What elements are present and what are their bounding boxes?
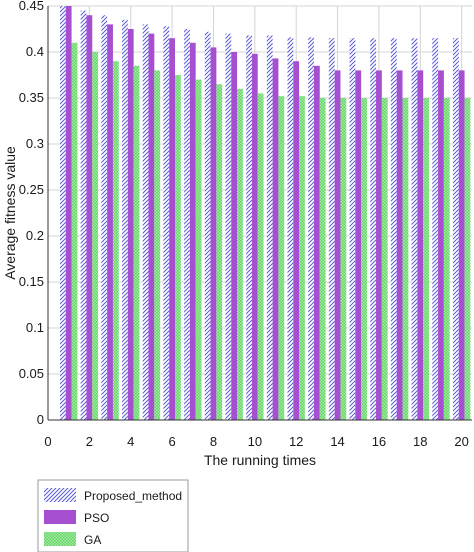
legend: Proposed_method PSO GA	[37, 479, 189, 552]
bar-pso	[313, 65, 320, 421]
bar-pso	[251, 53, 258, 421]
legend-swatch-proposed	[44, 488, 76, 502]
bar-ga	[216, 84, 223, 420]
x-tick-label: 6	[168, 434, 175, 449]
legend-swatch-ga	[44, 532, 76, 546]
bar-pso	[376, 70, 382, 421]
y-tick-label: 0.25	[19, 182, 44, 197]
y-tick-label: 0.4	[26, 44, 44, 59]
bar-pso	[127, 29, 134, 420]
bar-ga	[423, 98, 429, 420]
bar-ga	[154, 70, 161, 421]
bar-ga	[92, 52, 99, 420]
bar-proposed-method	[80, 10, 87, 420]
bar-pso	[169, 38, 175, 420]
bar-proposed-method	[390, 38, 397, 420]
bar-ga	[278, 96, 285, 420]
bar-proposed-method	[225, 33, 232, 420]
bar-pso	[65, 6, 72, 420]
y-tick-label: 0.2	[26, 228, 44, 243]
y-tick-label: 0.3	[26, 136, 44, 151]
legend-swatch-pso	[44, 510, 76, 524]
bar-pso	[396, 70, 403, 421]
x-tick-label: 10	[248, 434, 262, 449]
bar-proposed-method	[287, 37, 294, 420]
bar-proposed-method	[370, 38, 377, 420]
y-axis-title: Average fitness value	[2, 146, 18, 280]
bar-pso	[355, 70, 362, 421]
x-tick-label: 14	[330, 434, 344, 449]
x-tick-label: 16	[372, 434, 386, 449]
bar-proposed-method	[184, 29, 190, 420]
y-tick-labels: 0 0.05 0.1 0.15 0.2 0.25 0.3 0.35 0.4 0.45	[19, 0, 44, 427]
bar-ga	[319, 98, 326, 420]
bar-pso	[417, 70, 424, 421]
bar-proposed-method	[204, 31, 211, 420]
bar-pso	[189, 42, 196, 421]
bar-proposed-method	[349, 38, 356, 420]
bar-proposed-method	[266, 35, 273, 420]
bar-pso	[458, 70, 465, 421]
bar-proposed-method	[122, 19, 128, 421]
x-tick-labels: 0 2 4 6 8 10 12 14 16 18 20	[44, 434, 469, 449]
x-axis-title: The running times	[204, 452, 316, 468]
bar-proposed-method	[142, 24, 149, 421]
bar-ga	[299, 96, 305, 420]
bar-pso	[272, 58, 279, 420]
bar-pso	[148, 33, 155, 420]
bar-pso	[231, 52, 238, 420]
bar-proposed-method	[452, 38, 459, 420]
x-tick-label: 2	[86, 434, 93, 449]
bar-ga	[464, 98, 471, 420]
x-tick-label: 18	[413, 434, 427, 449]
y-tick-label: 0.05	[19, 366, 44, 381]
bar-ga	[257, 93, 264, 421]
bar-pso	[438, 70, 444, 421]
bar-pso	[210, 47, 217, 421]
bar-ga	[195, 79, 202, 420]
y-tick-label: 0.45	[19, 0, 44, 13]
bars	[59, 6, 471, 421]
y-tick-label: 0.15	[19, 274, 44, 289]
x-tick-label: 8	[210, 434, 217, 449]
bar-ga	[443, 98, 450, 420]
bar-proposed-method	[101, 15, 108, 420]
bar-proposed-method	[246, 35, 252, 420]
bar-pso	[334, 70, 341, 421]
bar-proposed-method	[163, 26, 170, 421]
bar-proposed-method	[411, 38, 418, 420]
bar-pso	[293, 61, 300, 420]
legend-label-proposed: Proposed_method	[84, 489, 182, 503]
bar-proposed-method	[328, 38, 335, 420]
bar-ga	[174, 75, 181, 420]
bar-proposed-method	[308, 37, 314, 420]
y-tick-label: 0	[37, 412, 44, 427]
bar-ga	[71, 42, 78, 421]
x-tick-label: 0	[44, 434, 51, 449]
bar-ga	[381, 98, 388, 420]
bar-ga	[237, 88, 243, 421]
x-tick-label: 4	[127, 434, 134, 449]
legend-label-pso: PSO	[84, 511, 109, 525]
x-tick-label: 20	[454, 434, 468, 449]
x-tick-label: 12	[289, 434, 303, 449]
legend-label-ga: GA	[84, 533, 101, 547]
bar-ga	[112, 61, 119, 420]
bar-proposed-method	[432, 38, 439, 420]
axes	[47, 6, 472, 421]
bar-proposed-method	[59, 6, 66, 420]
bar-pso	[86, 15, 93, 420]
y-tick-label: 0.1	[26, 320, 44, 335]
bar-ga	[361, 98, 367, 420]
bar-ga	[402, 98, 409, 420]
bar-pso	[107, 24, 113, 421]
bar-ga	[133, 65, 140, 421]
bar-ga	[340, 98, 347, 420]
y-tick-label: 0.35	[19, 90, 44, 105]
